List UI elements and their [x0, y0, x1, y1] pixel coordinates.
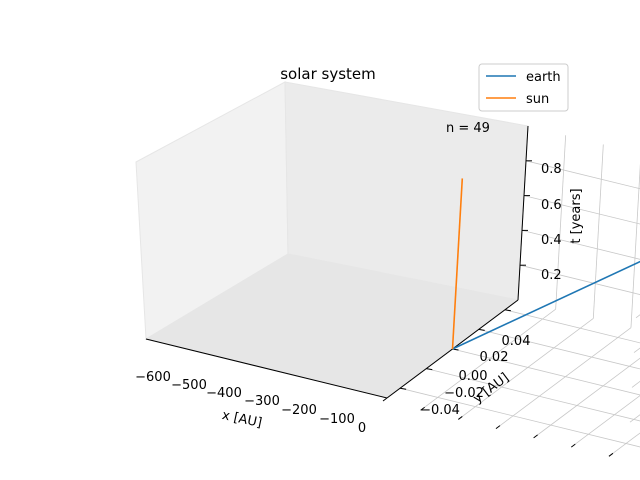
y-tick-mark — [426, 368, 433, 371]
x-tick-mark — [533, 434, 538, 439]
legend-label-sun: sun — [526, 92, 549, 107]
y-tick-mark — [478, 328, 485, 331]
x-tick-label: −200 — [281, 403, 317, 418]
x-tick-label: −500 — [171, 378, 207, 393]
x-tick-label: −100 — [319, 412, 355, 427]
legend: earth sun — [478, 63, 569, 112]
y-tick-label: 0.02 — [480, 350, 509, 365]
series-layer — [451, 178, 640, 350]
grid-line — [478, 329, 640, 370]
x-tick-label: −400 — [206, 386, 242, 401]
z-axis-line — [517, 125, 529, 301]
y-tick-mark — [400, 387, 407, 390]
grid-line — [575, 395, 640, 445]
x-tick-label: −300 — [244, 394, 280, 409]
gridlines — [386, 125, 640, 454]
x-tick-mark — [570, 443, 576, 448]
z-tick-label: 0.8 — [541, 162, 562, 177]
grid-line — [612, 432, 640, 454]
y-tick-label: −0.04 — [420, 403, 460, 418]
grid-line — [633, 347, 640, 353]
z-tick-label: 0.6 — [541, 198, 562, 213]
grid-line — [452, 348, 640, 396]
series-line-earth — [452, 260, 640, 350]
grid-line — [630, 163, 640, 328]
legend-label-earth: earth — [526, 70, 561, 85]
grid-line — [525, 160, 640, 190]
grid-line — [521, 230, 640, 260]
z-tick-label: 0.4 — [541, 233, 562, 248]
grid-line — [523, 195, 640, 225]
x-tick-mark — [420, 406, 425, 411]
x-tick-label: 0 — [358, 421, 366, 436]
series-line-sun — [451, 178, 464, 350]
y-tick-mark — [504, 309, 511, 312]
y-tick-label: 0.00 — [459, 369, 488, 384]
tick-marks — [382, 160, 614, 457]
grid-line — [631, 380, 640, 388]
x-tick-mark — [608, 452, 614, 457]
grid-line — [629, 414, 640, 423]
x-axis-line — [145, 338, 388, 399]
x-tick-label: −600 — [135, 370, 171, 385]
z-tick-label: 0.2 — [541, 268, 562, 283]
grid-line — [400, 387, 640, 448]
grid-line — [519, 264, 640, 295]
z-axis-label: t [years] — [569, 188, 584, 243]
x-tick-mark — [382, 397, 388, 402]
n-annotation: n = 49 — [446, 121, 490, 136]
grid-line — [592, 144, 604, 319]
x-tick-mark — [495, 425, 501, 430]
x-tick-mark — [458, 416, 463, 420]
x-axis-label: x [AU] — [221, 408, 264, 431]
grid-line — [426, 368, 640, 422]
grid-line — [555, 135, 567, 310]
y-tick-label: 0.04 — [502, 334, 531, 349]
chart-title: solar system — [280, 65, 376, 83]
y-tick-label: −0.02 — [444, 386, 484, 401]
grid-line — [504, 309, 640, 344]
